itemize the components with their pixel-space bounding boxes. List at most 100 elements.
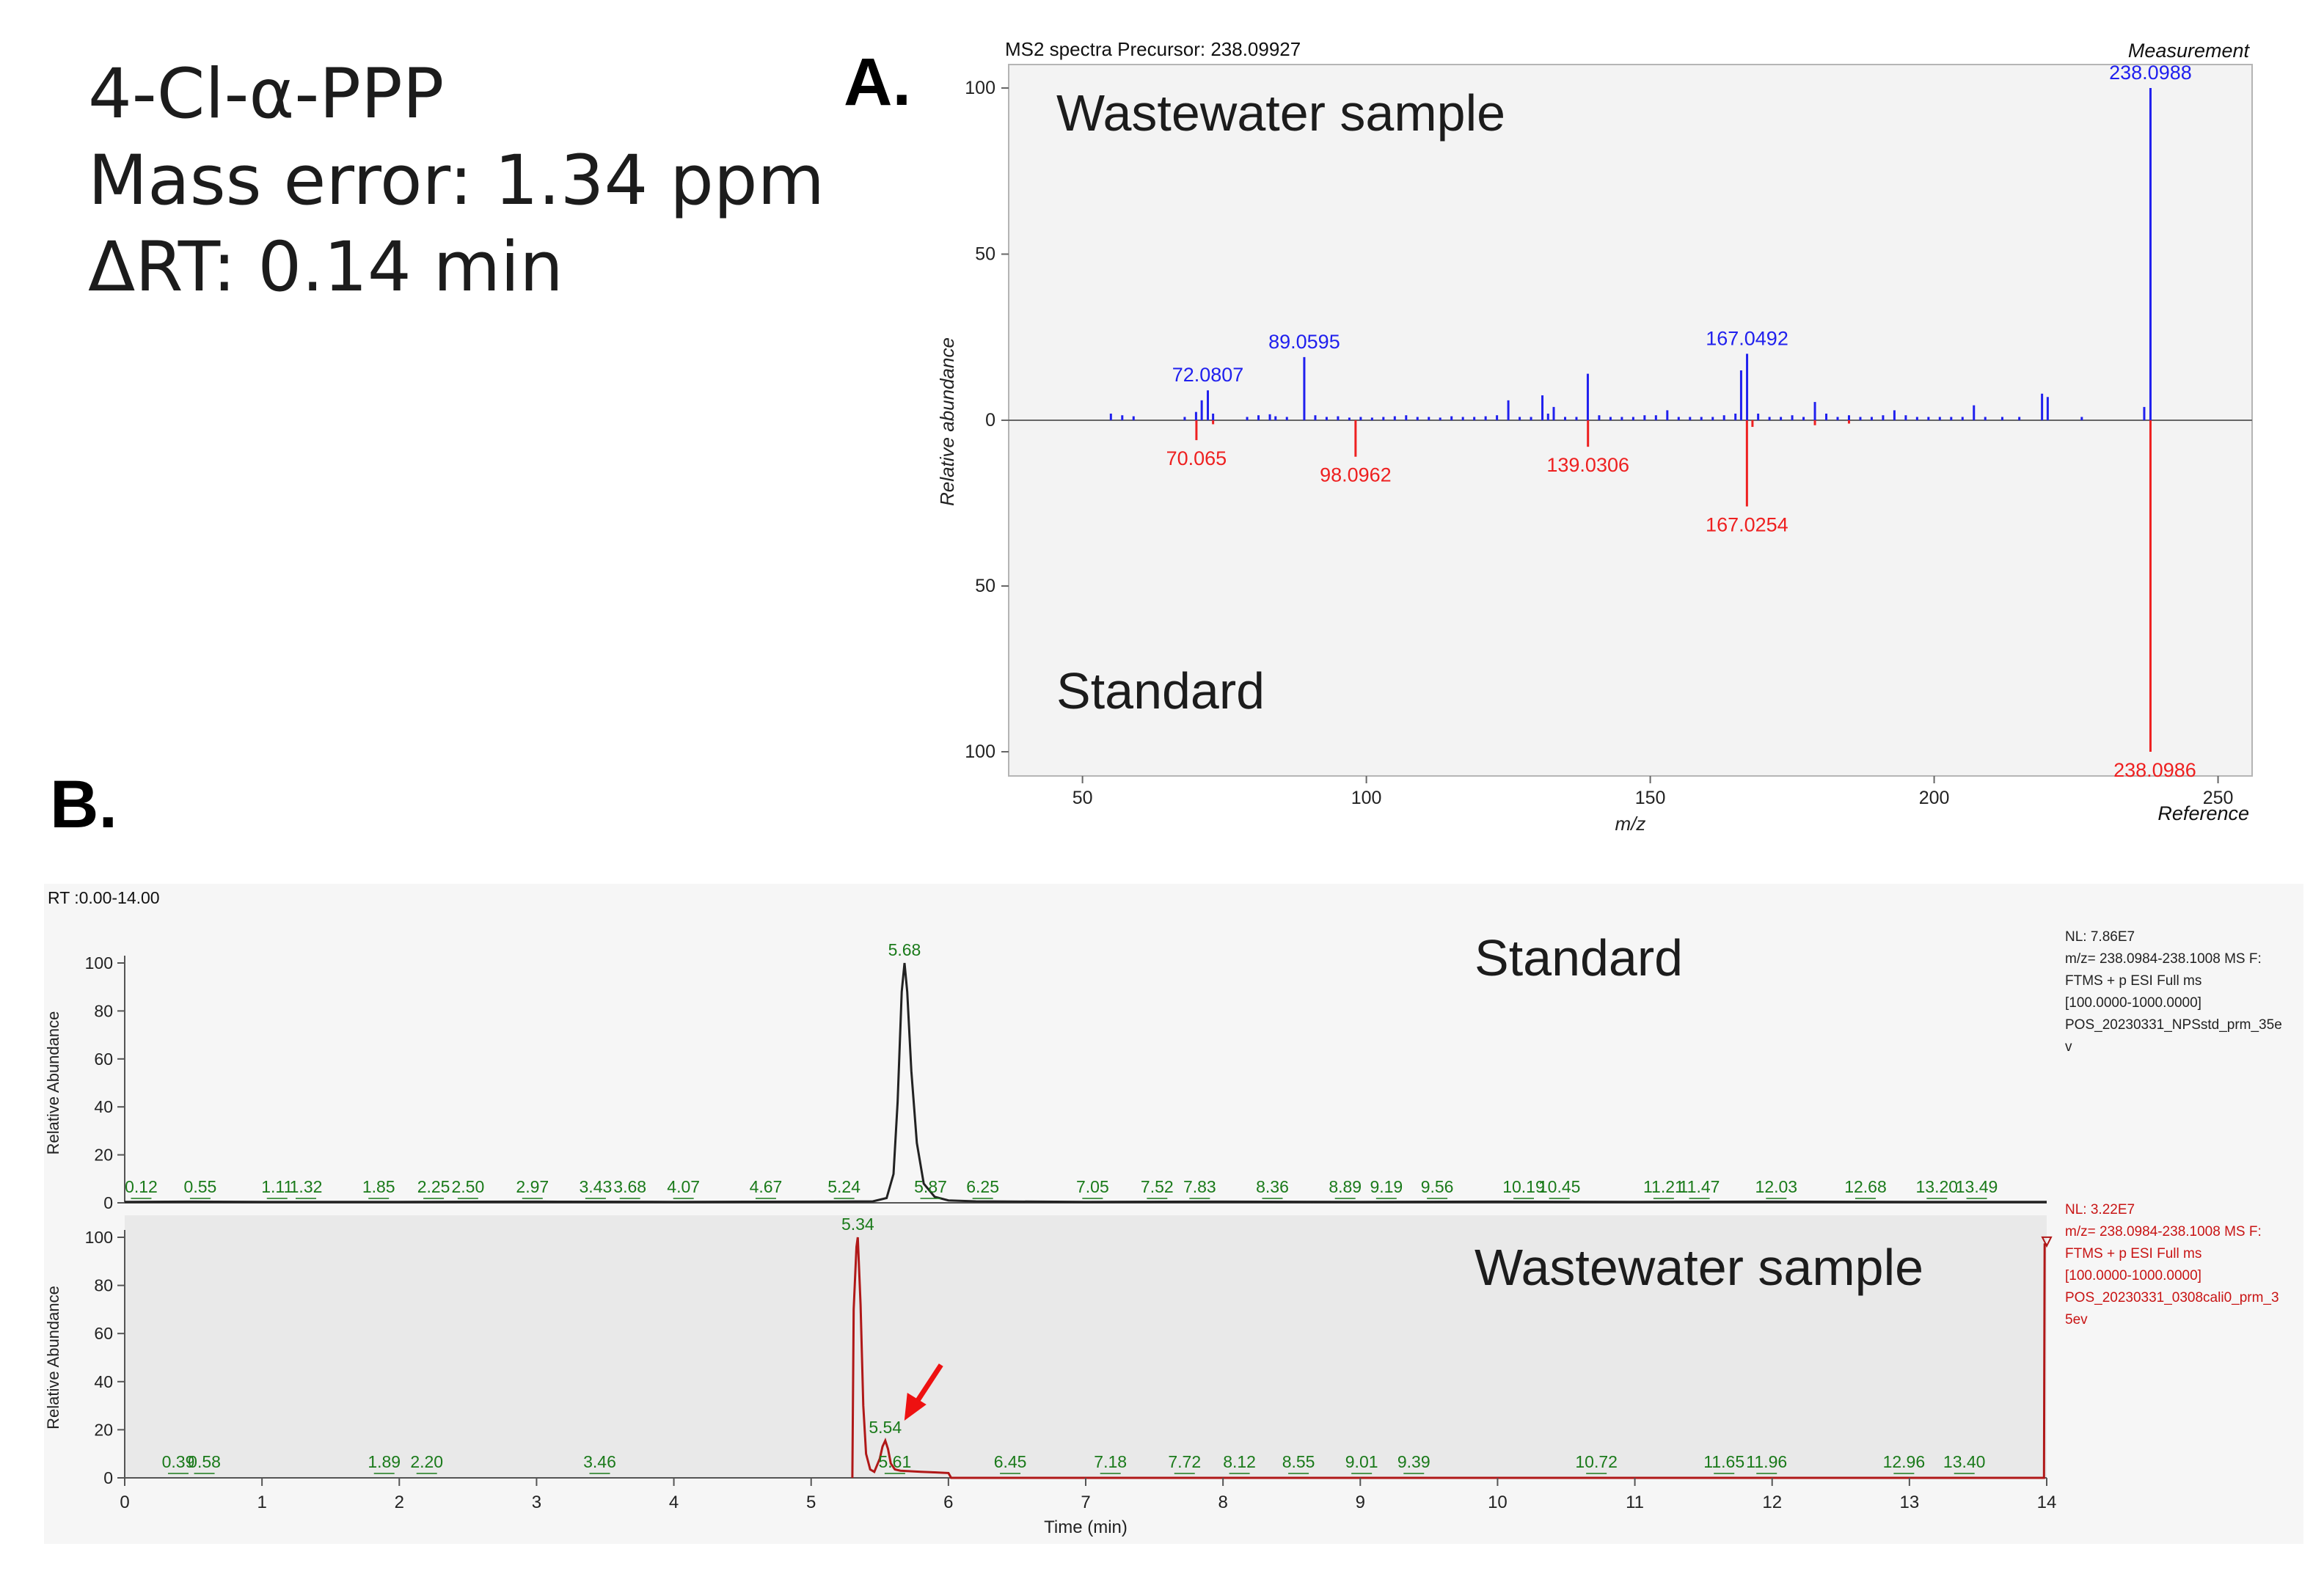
standard-plot-bg [125,941,2047,1203]
time-x-tick-label: 8 [1218,1493,1227,1512]
standard-peak-label: 1.32 [290,1177,323,1196]
spectrum-y-tick-label: 0 [985,410,995,431]
wastewater-y-tick-label: 60 [94,1324,113,1343]
wastewater-peak-label: 7.18 [1094,1452,1127,1471]
standard-peak-label: 11.47 [1679,1177,1720,1196]
standard-y-tick-label: 100 [85,953,113,973]
wastewater-info-line: m/z= 238.0984-238.1008 MS F: [2065,1224,2262,1239]
mass-error: Mass error: 1.34 ppm [88,141,825,221]
reference-peak-label: 139.0306 [1546,454,1629,476]
time-x-tick-label: 5 [806,1493,816,1512]
wastewater-peak-label: 11.96 [1746,1452,1787,1471]
standard-peak-label: 10.19 [1502,1177,1545,1196]
wastewater-peak-label: 9.01 [1345,1452,1378,1471]
wastewater-peak-label: 13.40 [1943,1452,1986,1471]
wastewater-peak-label: 8.55 [1282,1452,1315,1471]
time-x-tick-label: 1 [257,1493,266,1512]
panel-a-label: A. [844,45,911,120]
standard-peak-label: 13.20 [1916,1177,1959,1196]
spectrum-y-axis-label: Relative abundance [936,337,958,506]
standard-info-line: NL: 7.86E7 [2065,929,2135,945]
measurement-peak-label: 238.0988 [2109,62,2192,84]
standard-y-tick-label: 60 [94,1050,113,1069]
standard-peak-label: 10.45 [1538,1177,1581,1196]
time-x-tick-label: 12 [1762,1493,1782,1512]
standard-peak-label: 5.24 [827,1177,860,1196]
standard-peak-label: 8.36 [1256,1177,1289,1196]
standard-peak-label: 13.49 [1956,1177,1998,1196]
standard-y-tick-label: 80 [94,1001,113,1020]
standard-peak-label: 7.52 [1141,1177,1174,1196]
time-x-axis-label: Time (min) [1044,1517,1128,1537]
wastewater-peak-label: 9.39 [1397,1452,1430,1471]
standard-peak-label: 3.43 [580,1177,613,1196]
wastewater-peak-label: 0.39 [162,1452,195,1471]
standard-peak-label: 4.07 [667,1177,700,1196]
wastewater-peak-label: 5.34 [841,1215,874,1234]
time-x-tick-label: 11 [1626,1493,1644,1512]
delta-rt: ΔRT: 0.14 min [88,227,563,307]
spectrum-y-tick-label: 100 [965,741,995,762]
rt-range-header: RT :0.00-14.00 [48,888,160,907]
wastewater-y-tick-label: 0 [103,1468,113,1487]
spectrum-y-tick-label: 100 [965,78,995,98]
standard-trace [124,962,2047,1204]
standard-peak-label: 2.50 [451,1177,484,1196]
wastewater-y-tick-label: 20 [94,1420,113,1439]
wastewater-info-line: POS_20230331_0308cali0_prm_3 [2065,1290,2279,1305]
measurement-peak-label: 89.0595 [1268,331,1340,353]
spectrum-caption-wastewater: Wastewater sample [1056,84,1505,142]
time-x-tick-label: 2 [395,1493,404,1512]
time-x-tick-label: 3 [532,1493,541,1512]
wastewater-peak-label: 5.54 [869,1418,902,1437]
spectrum-y-tick-label: 50 [975,576,995,596]
spectrum-x-tick-label: 50 [1073,788,1093,808]
reference-peak-label: 70.065 [1166,447,1227,469]
measurement-peak-label: 167.0492 [1706,327,1788,349]
wastewater-info-line: FTMS + p ESI Full ms [2065,1246,2201,1261]
wastewater-info-line: NL: 3.22E7 [2065,1202,2135,1217]
wastewater-peak-label: 7.72 [1168,1452,1201,1471]
standard-peak-label: 1.85 [362,1177,395,1196]
standard-peak-label: 12.68 [1844,1177,1887,1196]
spectrum-x-tick-label: 250 [2203,788,2234,808]
standard-y-tick-label: 0 [103,1193,113,1212]
wastewater-peak-label: 12.96 [1883,1452,1926,1471]
measurement-peak-label: 72.0807 [1172,364,1244,386]
standard-peak-label: 7.05 [1076,1177,1109,1196]
time-x-tick-label: 10 [1488,1493,1508,1512]
time-x-tick-label: 6 [943,1493,953,1512]
annotation-arrow-head [904,1393,927,1421]
standard-info-line: v [2065,1039,2072,1055]
spectrum-x-axis-label: m/z [1615,813,1646,835]
wastewater-peak-label: 5.61 [878,1452,911,1471]
compound-name: 4-Cl-α-PPP [88,54,445,134]
standard-peak-label: 9.19 [1370,1177,1403,1196]
wastewater-y-tick-label: 80 [94,1276,113,1295]
standard-peak-label: 4.67 [750,1177,783,1196]
standard-y-tick-label: 40 [94,1097,113,1116]
standard-peak-label: 8.89 [1329,1177,1362,1196]
standard-peak-label: 12.03 [1755,1177,1798,1196]
wastewater-peak-label: 1.89 [368,1452,401,1471]
measurement-label: Measurement [2128,40,2251,62]
standard-peak-label: 7.83 [1183,1177,1216,1196]
reference-peak-label: 238.0986 [2113,759,2196,781]
standard-y-axis-label: Relative Abundance [44,1011,62,1155]
wastewater-peak-label: 2.20 [410,1452,443,1471]
standard-peak-label: 0.12 [125,1177,158,1196]
standard-peak-label: 2.97 [516,1177,549,1196]
wastewater-peak-label: 3.46 [583,1452,616,1471]
reference-label: Reference [2157,802,2249,824]
standard-peak-label: 5.87 [914,1177,947,1196]
spectrum-caption-standard: Standard [1056,662,1265,719]
wastewater-plot-bg [125,1215,2047,1478]
standard-peak-label: 9.56 [1421,1177,1454,1196]
standard-y-tick-label: 20 [94,1146,113,1165]
reference-peak-label: 98.0962 [1320,464,1392,486]
standard-info-line: [100.0000-1000.0000] [2065,995,2201,1011]
compound-info: 4-Cl-α-PPP Mass error: 1.34 ppm ΔRT: 0.1… [88,51,825,311]
standard-info-line: FTMS + p ESI Full ms [2065,973,2201,989]
wastewater-y-tick-label: 40 [94,1372,113,1391]
